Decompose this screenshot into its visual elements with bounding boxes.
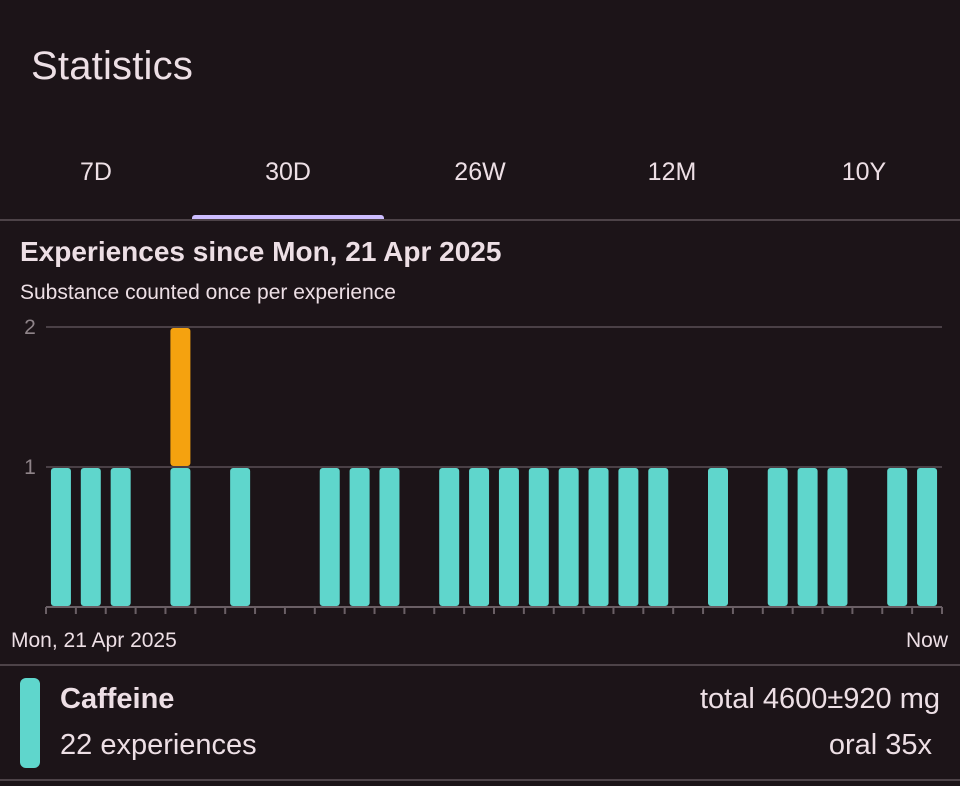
bar-caffeine [110, 468, 131, 606]
tab-26w[interactable]: 26W [384, 128, 576, 220]
tab-label: 26W [454, 157, 506, 186]
bar-caffeine [648, 468, 669, 606]
y-tick-label: 1 [24, 456, 36, 479]
tab-10y[interactable]: 10Y [768, 128, 960, 220]
bar-caffeine [349, 468, 370, 606]
tab-label: 12M [647, 157, 697, 186]
experiences-bar-chart: 1 2 Mon, 21 Apr 2025 Now [11, 316, 949, 652]
time-range-tabs: 7D 30D 26W 12M 10Y [0, 128, 960, 220]
bar-caffeine [439, 468, 460, 606]
legend-substance-name[interactable]: Caffeine [60, 683, 175, 715]
legend-bottom-divider [0, 779, 960, 781]
x-start-label: Mon, 21 Apr 2025 [11, 629, 177, 652]
bar-caffeine [379, 468, 400, 606]
chart-title: Experiences since Mon, 21 Apr 2025 [20, 236, 502, 267]
bar-caffeine [558, 468, 579, 606]
y-tick-label: 2 [24, 316, 36, 339]
bar-substance-2 [170, 328, 191, 466]
x-end-label: Now [906, 629, 949, 652]
bar-caffeine [708, 468, 728, 606]
active-tab-indicator [192, 215, 384, 220]
bar-caffeine [887, 468, 908, 606]
bar-caffeine [319, 468, 340, 606]
legend-color-swatch [20, 678, 40, 768]
bar-caffeine [50, 468, 71, 606]
bar-caffeine [170, 468, 191, 606]
bar-caffeine [797, 468, 818, 606]
bar-caffeine [528, 468, 549, 606]
legend-divider [0, 664, 960, 666]
legend-route-count: oral 35x [828, 729, 932, 761]
tab-30d[interactable]: 30D [192, 128, 384, 220]
bar-caffeine [827, 468, 848, 606]
tab-label: 10Y [841, 157, 887, 186]
chart-subtitle: Substance counted once per experience [20, 281, 396, 304]
bar-caffeine [230, 468, 251, 606]
bar-caffeine [469, 468, 490, 606]
bar-caffeine [498, 468, 519, 606]
bar-caffeine [588, 468, 609, 606]
tab-12m[interactable]: 12M [576, 128, 768, 220]
tab-label: 7D [80, 157, 112, 186]
legend-total-dose: total 4600±920 mg [699, 683, 940, 715]
tab-label: 30D [265, 157, 311, 186]
page-title: Statistics [31, 44, 194, 88]
tabs-divider [0, 219, 960, 221]
tab-7d[interactable]: 7D [0, 128, 192, 220]
bar-caffeine [618, 468, 639, 606]
bar-caffeine [917, 468, 938, 606]
bar-caffeine [767, 468, 788, 606]
bar-caffeine [80, 468, 101, 606]
legend-experience-count: 22 experiences [60, 729, 257, 761]
